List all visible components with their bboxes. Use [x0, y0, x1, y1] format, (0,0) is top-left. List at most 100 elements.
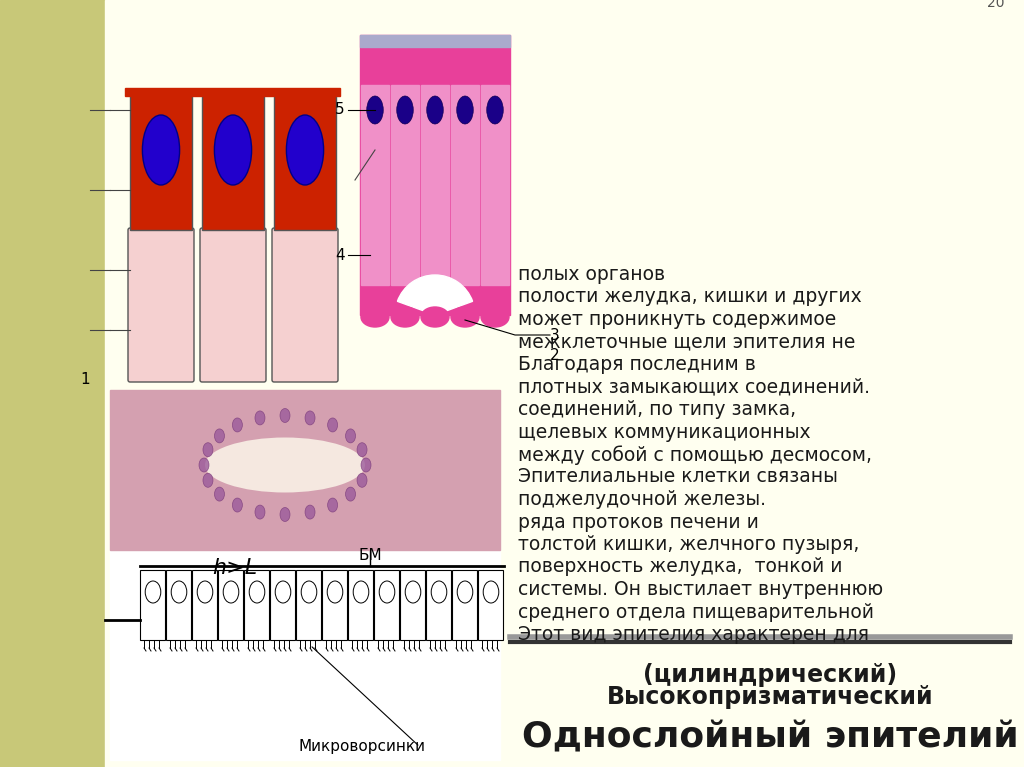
Text: 5: 5 — [335, 103, 345, 117]
Ellipse shape — [483, 581, 499, 603]
Ellipse shape — [203, 443, 213, 456]
Ellipse shape — [255, 411, 265, 425]
Ellipse shape — [255, 505, 265, 519]
Text: Однослойный эпителий: Однослойный эпителий — [521, 720, 1018, 754]
Text: соединений, по типу замка,: соединений, по типу замка, — [518, 400, 796, 419]
FancyBboxPatch shape — [272, 228, 338, 382]
Bar — [426, 570, 451, 640]
Ellipse shape — [328, 498, 338, 512]
Ellipse shape — [249, 581, 265, 603]
Bar — [322, 570, 347, 640]
Text: плотных замыкающих соединений.: плотных замыкающих соединений. — [518, 377, 870, 397]
Bar — [391, 85, 419, 285]
Ellipse shape — [451, 307, 479, 327]
Ellipse shape — [427, 96, 443, 124]
Bar — [193, 570, 217, 640]
Ellipse shape — [203, 473, 213, 487]
Ellipse shape — [145, 581, 161, 603]
Bar — [361, 85, 389, 285]
Text: среднего отдела пищеварительной: среднего отдела пищеварительной — [518, 603, 874, 621]
Bar — [481, 85, 509, 285]
Bar — [360, 35, 510, 47]
Ellipse shape — [357, 473, 367, 487]
Ellipse shape — [328, 418, 338, 432]
Ellipse shape — [223, 581, 239, 603]
Bar — [400, 570, 425, 640]
Ellipse shape — [391, 307, 419, 327]
Text: 1: 1 — [80, 373, 90, 387]
Bar — [270, 570, 295, 640]
Text: поджелудочной железы.: поджелудочной железы. — [518, 490, 766, 509]
Bar — [0, 0, 105, 767]
Text: БМ: БМ — [358, 548, 382, 563]
Text: Микроворсинки: Микроворсинки — [298, 739, 425, 755]
Text: Этот вид эпителия характерен для: Этот вид эпителия характерен для — [518, 625, 869, 644]
Ellipse shape — [345, 429, 355, 443]
Ellipse shape — [328, 581, 343, 603]
Ellipse shape — [431, 581, 446, 603]
Text: щелевых коммуникационных: щелевых коммуникационных — [518, 423, 811, 442]
Bar — [105, 0, 1024, 767]
FancyBboxPatch shape — [200, 228, 266, 382]
Text: между собой с помощью десмосом,: между собой с помощью десмосом, — [518, 445, 872, 465]
Bar — [125, 88, 340, 96]
Ellipse shape — [481, 307, 509, 327]
Bar — [130, 90, 193, 230]
Ellipse shape — [275, 581, 291, 603]
Bar — [355, 30, 520, 325]
Bar — [452, 570, 477, 640]
Text: (цилиндрический): (цилиндрический) — [643, 663, 897, 687]
Bar — [140, 570, 165, 640]
Bar — [110, 25, 360, 385]
Ellipse shape — [406, 581, 421, 603]
Ellipse shape — [232, 498, 243, 512]
Ellipse shape — [305, 411, 315, 425]
Ellipse shape — [361, 307, 389, 327]
Text: межклеточные щели эпителия не: межклеточные щели эпителия не — [518, 333, 855, 351]
Ellipse shape — [214, 115, 252, 185]
Ellipse shape — [345, 487, 355, 501]
Text: Высокопризматический: Высокопризматический — [606, 685, 933, 709]
Text: поверхность желудка,  тонкой и: поверхность желудка, тонкой и — [518, 558, 843, 577]
Ellipse shape — [232, 418, 243, 432]
Ellipse shape — [205, 437, 365, 492]
Bar — [451, 85, 479, 285]
Bar — [244, 570, 269, 640]
Text: 20: 20 — [987, 0, 1005, 10]
Ellipse shape — [361, 458, 371, 472]
Ellipse shape — [379, 581, 395, 603]
Ellipse shape — [280, 508, 290, 522]
Ellipse shape — [280, 409, 290, 423]
Text: 4: 4 — [335, 248, 345, 262]
Text: Благодаря последним в: Благодаря последним в — [518, 355, 756, 374]
Ellipse shape — [171, 581, 186, 603]
Text: ряда протоков печени и: ряда протоков печени и — [518, 512, 759, 532]
FancyBboxPatch shape — [128, 228, 194, 382]
Ellipse shape — [457, 96, 473, 124]
Ellipse shape — [457, 581, 473, 603]
Ellipse shape — [396, 96, 414, 124]
Text: h>L: h>L — [212, 558, 258, 578]
Text: полых органов: полых органов — [518, 265, 666, 284]
Bar — [296, 570, 321, 640]
Ellipse shape — [357, 443, 367, 456]
Bar — [110, 540, 500, 760]
Bar — [202, 90, 264, 230]
Bar — [360, 35, 510, 315]
Ellipse shape — [486, 96, 503, 124]
Text: Эпителиальные клетки связаны: Эпителиальные клетки связаны — [518, 468, 838, 486]
Ellipse shape — [214, 487, 224, 501]
Ellipse shape — [198, 581, 213, 603]
Text: толстой кишки, желчного пузыря,: толстой кишки, желчного пузыря, — [518, 535, 859, 554]
Ellipse shape — [287, 115, 324, 185]
Bar — [374, 570, 399, 640]
Ellipse shape — [199, 458, 209, 472]
Text: может проникнуть содержимое: может проникнуть содержимое — [518, 310, 837, 329]
Bar — [218, 570, 243, 640]
Text: полости желудка, кишки и других: полости желудка, кишки и других — [518, 288, 862, 307]
Bar — [110, 390, 500, 550]
Bar — [274, 90, 336, 230]
Text: системы. Он выстилает внутреннюю: системы. Он выстилает внутреннюю — [518, 580, 883, 599]
Bar — [348, 570, 373, 640]
Bar — [166, 570, 191, 640]
